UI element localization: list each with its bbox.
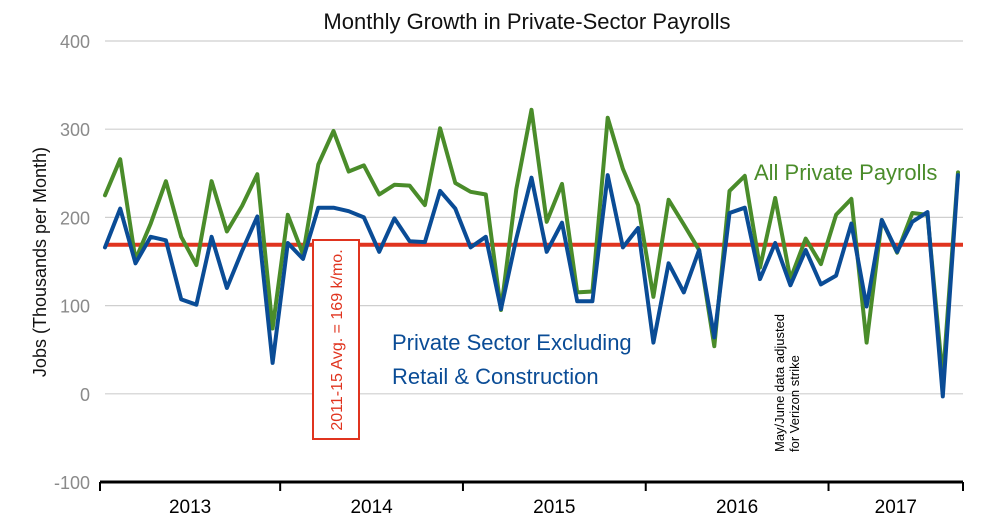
y-tick-label: 400	[60, 32, 90, 52]
x-tick-label-2014: 2014	[350, 497, 393, 518]
verizon-note-line-1: May/June data adjusted	[772, 314, 787, 452]
series-points-1	[104, 175, 959, 397]
y-tick-labels: -100 0 100 200 300 400	[54, 32, 90, 493]
gridlines	[105, 40, 963, 395]
series-label-excl-retail-1: Private Sector Excluding	[392, 330, 632, 355]
x-tick-marks	[99, 482, 964, 491]
chart-title: Monthly Growth in Private-Sector Payroll…	[323, 9, 730, 34]
x-tick-labels: 2013 2014 2015 2016 2017	[169, 497, 917, 518]
x-tick-label-2017: 2017	[875, 497, 917, 518]
x-tick-label-2016: 2016	[716, 497, 758, 518]
y-tick-label: 0	[80, 385, 90, 405]
series-label-all-private: All Private Payrolls	[754, 160, 937, 185]
x-tick-label-2013: 2013	[169, 497, 211, 518]
y-tick-label: -100	[54, 473, 90, 493]
y-tick-label: 100	[60, 297, 90, 317]
series-label-excl-retail-2: Retail & Construction	[392, 364, 599, 389]
reference-label: 2011-15 Avg. = 169 k/mo.	[329, 249, 346, 430]
y-tick-label: 300	[60, 120, 90, 140]
y-tick-label: 200	[60, 208, 90, 228]
series-layer	[103, 107, 960, 399]
x-tick-label-2015: 2015	[533, 497, 575, 518]
reference-label-box: 2011-15 Avg. = 169 k/mo.	[312, 239, 360, 440]
y-axis-label: Jobs (Thousands per Month)	[30, 147, 50, 377]
verizon-note-line-2: for Verizon strike	[787, 355, 802, 452]
